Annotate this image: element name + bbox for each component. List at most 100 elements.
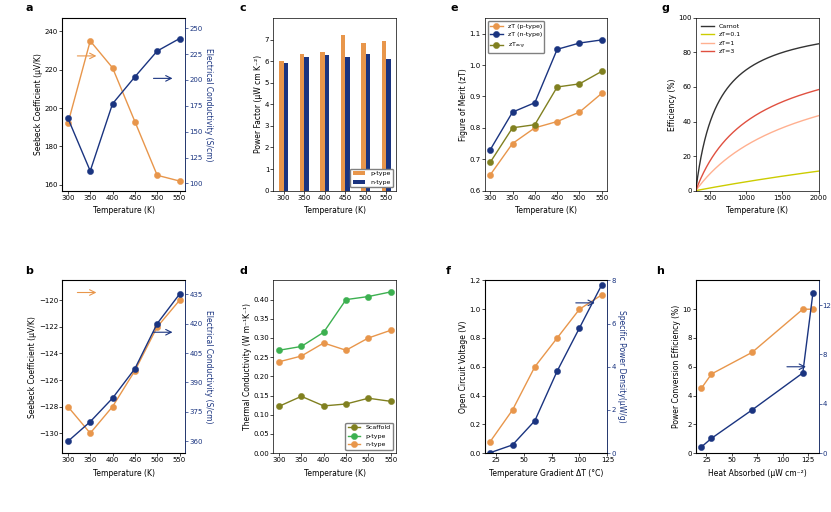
Scaffold (341, 401, 351, 407)
p-type (363, 293, 373, 300)
X-axis label: Temperature (K): Temperature (K) (304, 469, 366, 478)
Legend: Scaffold, p-type, n-type: Scaffold, p-type, n-type (346, 422, 393, 450)
Text: a: a (26, 3, 33, 13)
zT (n-type) (508, 109, 518, 115)
p-type (341, 296, 351, 303)
X-axis label: Temperature (K): Temperature (K) (93, 469, 155, 478)
Line: zT=1: zT=1 (696, 116, 819, 190)
n-type (274, 359, 284, 365)
Text: f: f (445, 266, 450, 275)
Carnot (750, 61, 760, 67)
zT=1 (691, 187, 701, 194)
zT=1 (757, 134, 767, 140)
p-type (297, 344, 307, 350)
Text: h: h (656, 266, 664, 275)
Y-axis label: Open Circuit Voltage (V): Open Circuit Voltage (V) (459, 321, 468, 413)
Scaffold (386, 398, 396, 404)
zT=1 (791, 120, 801, 126)
Y-axis label: Thermal Conductivity (W m⁻¹K⁻¹): Thermal Conductivity (W m⁻¹K⁻¹) (243, 303, 252, 430)
Line: zT=3: zT=3 (696, 90, 819, 190)
Line: Scaffold: Scaffold (276, 393, 394, 410)
zT=3 (814, 87, 824, 93)
Carnot (749, 61, 759, 68)
Text: c: c (239, 3, 246, 13)
zT=3 (791, 93, 801, 99)
Bar (345, 57, 350, 190)
zT=0.1 (749, 178, 759, 184)
p-type (274, 347, 284, 353)
zT (n-type) (552, 46, 562, 52)
zT=0.1 (814, 168, 824, 174)
Y-axis label: Electrical Conductivity (S/cm): Electrical Conductivity (S/cm) (204, 48, 213, 161)
Y-axis label: Efficiency (%): Efficiency (%) (668, 78, 676, 131)
Scaffold (363, 395, 373, 401)
Carnot (810, 41, 820, 48)
zT (p-type) (485, 172, 495, 178)
zT=1 (810, 114, 820, 120)
zT$_{avg}$ (508, 125, 518, 131)
n-type (297, 353, 307, 359)
Bar (299, 54, 304, 190)
Y-axis label: Figure of Merit (zT): Figure of Merit (zT) (459, 68, 468, 141)
Carnot (791, 46, 801, 52)
zT$_{avg}$ (485, 159, 495, 165)
zT=3 (810, 88, 820, 94)
Bar (279, 61, 283, 190)
Bar (341, 35, 345, 190)
Y-axis label: Seebeck Coefficient (μV/K): Seebeck Coefficient (μV/K) (34, 53, 43, 155)
p-type (386, 289, 396, 295)
zT (n-type) (485, 147, 495, 153)
p-type (319, 329, 329, 335)
zT=3 (764, 105, 774, 111)
zT (p-type) (508, 140, 518, 146)
Bar (325, 55, 329, 190)
Line: p-type: p-type (276, 289, 394, 353)
Text: g: g (661, 3, 669, 13)
zT=0.1 (750, 177, 760, 183)
X-axis label: Temperature (K): Temperature (K) (515, 206, 577, 216)
Scaffold (297, 393, 307, 399)
zT (n-type) (574, 40, 584, 46)
Y-axis label: Electrical Conductivity (S/cm): Electrical Conductivity (S/cm) (204, 310, 213, 423)
zT (p-type) (530, 125, 540, 131)
zT (n-type) (530, 100, 540, 106)
Text: e: e (450, 3, 458, 13)
Legend: p-type, n-type: p-type, n-type (350, 168, 393, 187)
n-type (363, 335, 373, 341)
Carnot (691, 187, 701, 193)
zT$_{avg}$ (552, 84, 562, 90)
X-axis label: Heat Absorbed (μW cm⁻²): Heat Absorbed (μW cm⁻²) (708, 469, 807, 478)
zT (n-type) (597, 37, 607, 43)
zT$_{avg}$ (574, 81, 584, 87)
Line: zT (p-type): zT (p-type) (487, 90, 605, 178)
Bar (366, 54, 370, 190)
Scaffold (274, 403, 284, 410)
Legend: zT (p-type), zT (n-type), zT$_{avg}$: zT (p-type), zT (n-type), zT$_{avg}$ (488, 21, 544, 53)
zT$_{avg}$ (530, 122, 540, 128)
zT=1 (749, 138, 759, 144)
zT=1 (764, 131, 774, 137)
Line: n-type: n-type (276, 327, 394, 365)
Carnot (764, 54, 774, 60)
zT (p-type) (574, 109, 584, 115)
zT=1 (814, 113, 824, 119)
X-axis label: Temperature Gradient ΔT (°C): Temperature Gradient ΔT (°C) (489, 469, 603, 478)
Line: zT (n-type): zT (n-type) (487, 37, 605, 153)
Legend: Carnot, zT=0.1, zT=1, zT=3: Carnot, zT=0.1, zT=1, zT=3 (699, 21, 744, 57)
Y-axis label: Power Factor (μW cm K⁻²): Power Factor (μW cm K⁻²) (254, 55, 263, 153)
zT=0.1 (691, 187, 701, 194)
zT=0.1 (757, 176, 767, 182)
X-axis label: Temperature (K): Temperature (K) (93, 206, 155, 216)
Carnot (757, 57, 767, 63)
zT=3 (749, 113, 759, 119)
n-type (341, 347, 351, 353)
n-type (386, 327, 396, 333)
Bar (361, 42, 366, 190)
Bar (320, 52, 325, 190)
Bar (381, 40, 386, 190)
zT=3 (750, 113, 760, 119)
Text: d: d (239, 266, 247, 275)
Bar (386, 59, 391, 190)
Line: Carnot: Carnot (696, 44, 819, 190)
Y-axis label: Seebeck Coefficient (μV/K): Seebeck Coefficient (μV/K) (28, 316, 37, 418)
